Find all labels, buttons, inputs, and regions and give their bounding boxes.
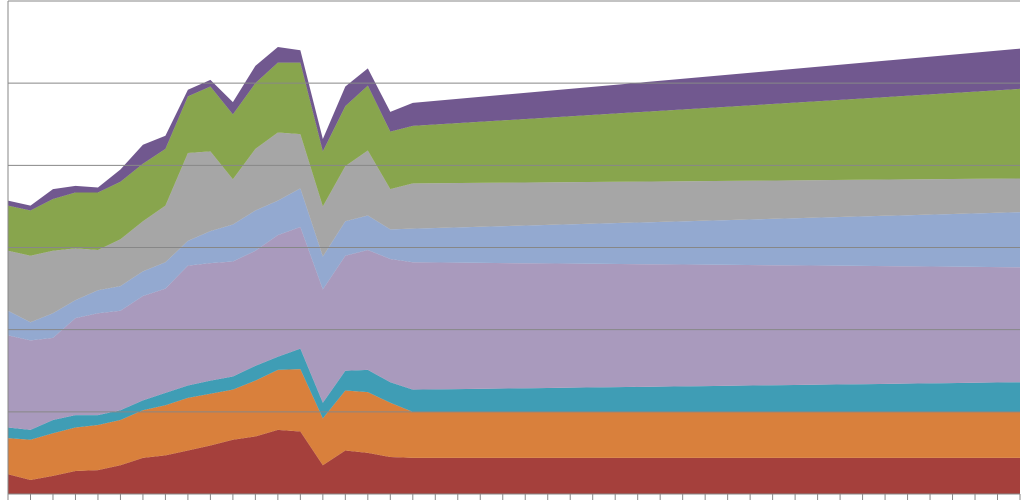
area bbox=[8, 62, 1020, 256]
area bbox=[8, 429, 1020, 494]
area bbox=[8, 226, 1020, 430]
area bbox=[8, 188, 1020, 341]
area bbox=[8, 348, 1020, 440]
area bbox=[8, 47, 1020, 211]
area bbox=[8, 132, 1020, 323]
area bbox=[8, 369, 1020, 481]
